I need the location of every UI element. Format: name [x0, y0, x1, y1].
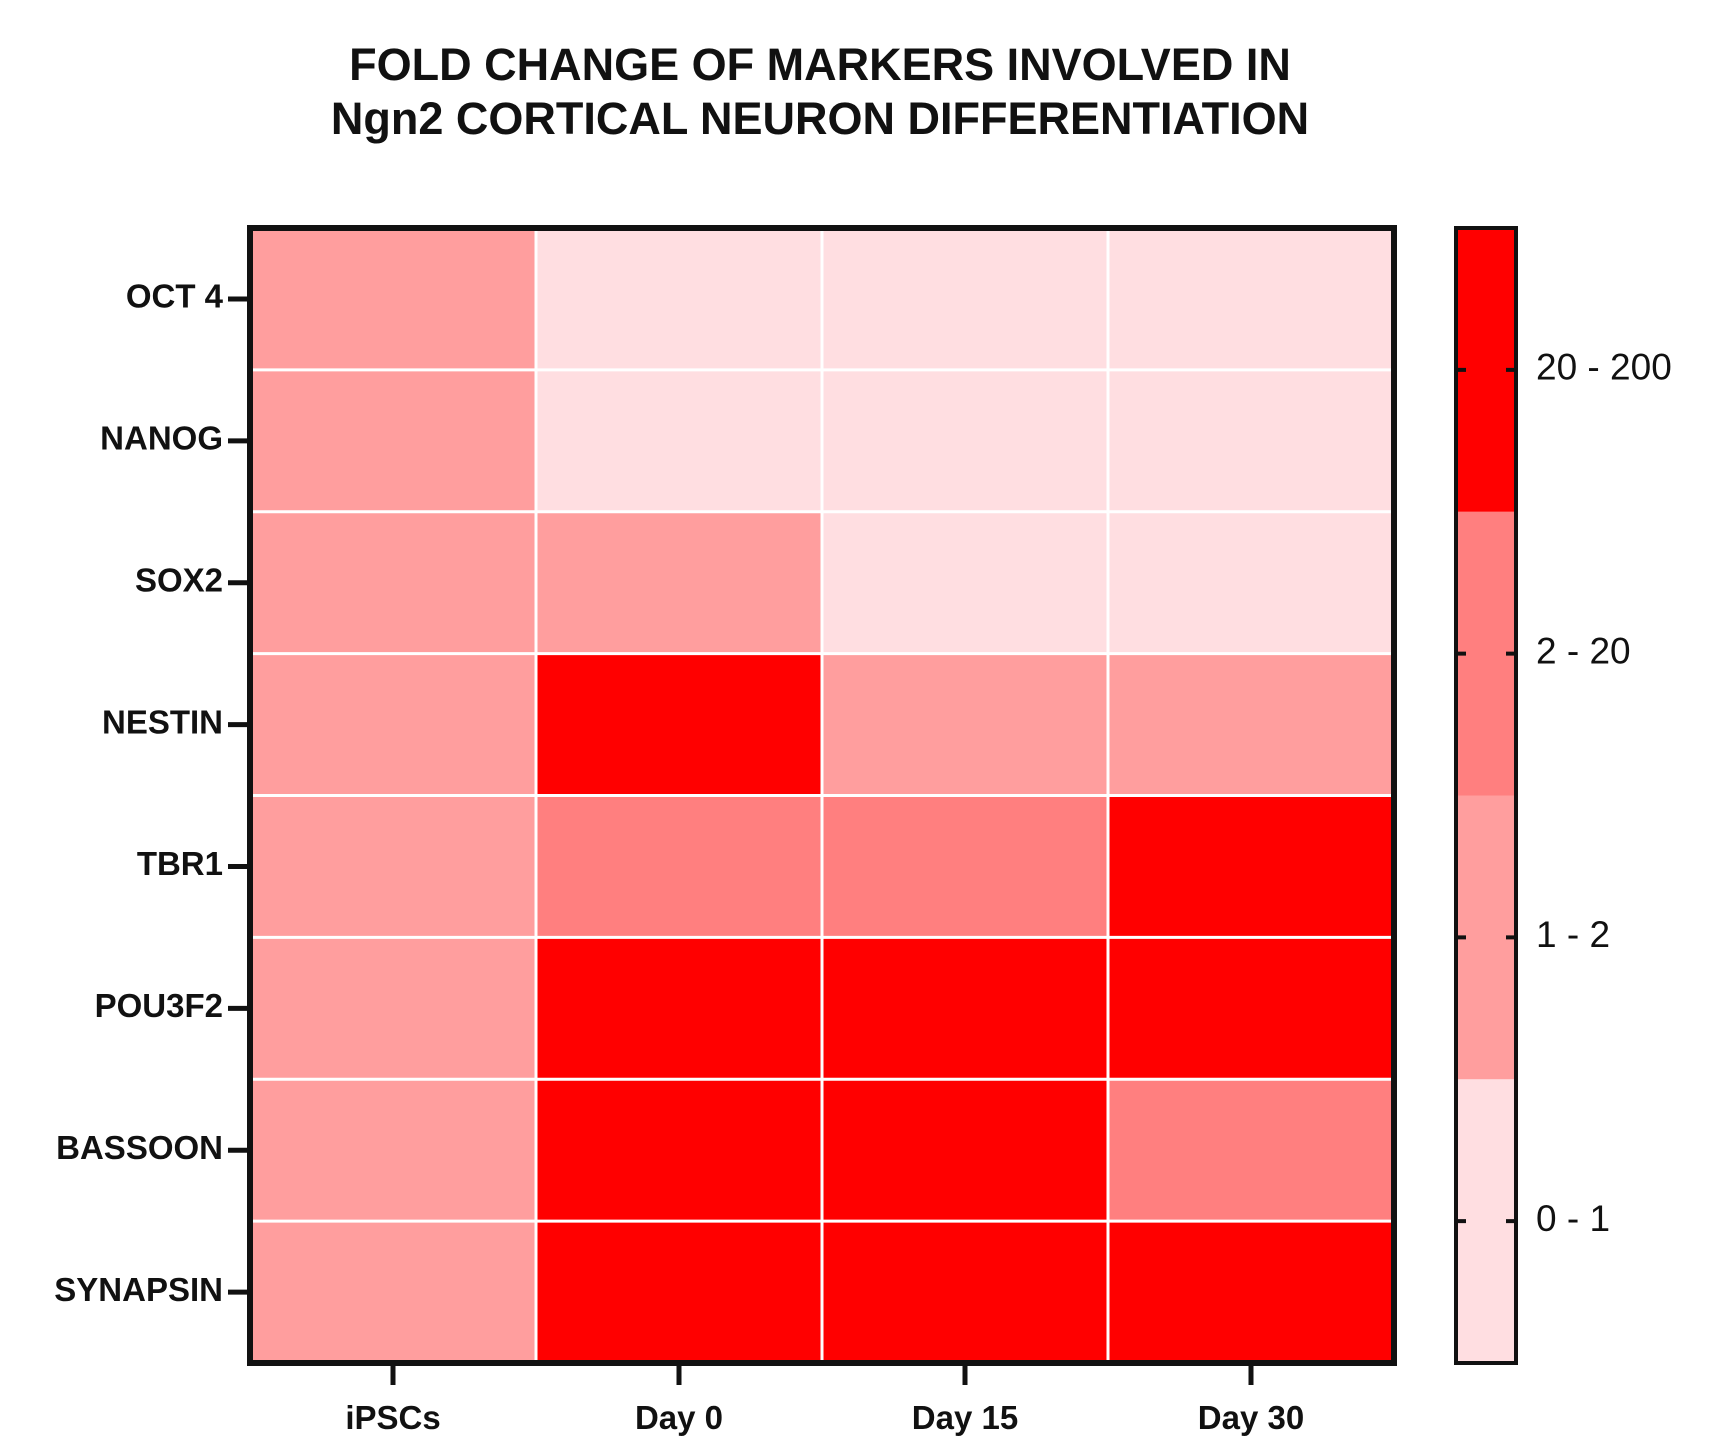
legend-frame [1454, 226, 1518, 1365]
heatmap-cell-tbr1-day-0 [536, 795, 822, 938]
x-tick-label-day-15: Day 15 [912, 1399, 1018, 1436]
heatmap-cell-synapsin-day-30 [1108, 1221, 1394, 1363]
heatmap-cell-sox2-ipscs [250, 511, 536, 654]
plot-frame [247, 225, 1397, 1366]
heatmap-cell-nestin-day-15 [822, 653, 1108, 796]
y-tick-label-oct-4: OCT 4 [126, 278, 224, 315]
heatmap-cell-oct-4-day-0 [536, 228, 822, 370]
heatmap-cells [250, 228, 1394, 1363]
heatmap-cell-nanog-day-30 [1108, 369, 1394, 512]
heatmap-cell-nestin-day-0 [536, 653, 822, 796]
color-legend: 0 - 1 1 - 2 2 - 20 20 - 200 [1454, 226, 1672, 1365]
y-tick-label-synapsin: SYNAPSIN [54, 1271, 223, 1308]
heatmap-cell-tbr1-ipscs [250, 795, 536, 938]
heatmap-cell-nanog-ipscs [250, 369, 536, 512]
heatmap-cell-pou3f2-day-15 [822, 937, 1108, 1080]
legend-label-2-20: 2 - 20 [1536, 630, 1631, 671]
y-tick-label-tbr1: TBR1 [137, 845, 223, 882]
heatmap-cell-nanog-day-15 [822, 369, 1108, 512]
heatmap-cell-bassoon-day-15 [822, 1079, 1108, 1222]
x-tick-label-day-0: Day 0 [635, 1399, 723, 1436]
heatmap-cell-bassoon-day-0 [536, 1079, 822, 1222]
heatmap-cell-nestin-ipscs [250, 653, 536, 796]
heatmap-cell-sox2-day-30 [1108, 511, 1394, 654]
heatmap-cell-tbr1-day-15 [822, 795, 1108, 938]
heatmap-cell-pou3f2-day-30 [1108, 937, 1394, 1080]
y-tick-label-nestin: NESTIN [102, 703, 223, 740]
heatmap-cell-synapsin-day-0 [536, 1221, 822, 1363]
heatmap-gridlines [250, 228, 1394, 1363]
legend-label-0-1: 0 - 1 [1536, 1198, 1610, 1239]
heatmap-cell-sox2-day-15 [822, 511, 1108, 654]
heatmap-cell-synapsin-ipscs [250, 1221, 536, 1363]
x-tick-label-day-30: Day 30 [1198, 1399, 1304, 1436]
y-axis: OCT 4 NANOG SOX2 NESTIN TBR1 POU3F2 BASSOON SYN… [54, 278, 250, 1308]
y-tick-label-nanog: NANOG [100, 420, 223, 457]
heatmap-cell-pou3f2-ipscs [250, 937, 536, 1080]
y-tick-label-bassoon: BASSOON [56, 1129, 223, 1166]
heatmap-cell-sox2-day-0 [536, 511, 822, 654]
x-axis: iPSCs Day 0 Day 15 Day 30 [345, 1363, 1304, 1436]
heatmap-cell-bassoon-ipscs [250, 1079, 536, 1222]
chart-title-line-2: Ngn2 CORTICAL NEURON DIFFERENTIATION [330, 93, 1310, 144]
y-tick-label-sox2: SOX2 [135, 561, 223, 598]
legend-label-20-200: 20 - 200 [1536, 347, 1672, 388]
heatmap-cell-nestin-day-30 [1108, 653, 1394, 796]
chart-title-line-1: FOLD CHANGE OF MARKERS INVOLVED IN [349, 39, 1291, 90]
x-tick-label-ipscs: iPSCs [345, 1399, 440, 1436]
heatmap-cell-synapsin-day-15 [822, 1221, 1108, 1363]
heatmap-cell-bassoon-day-30 [1108, 1079, 1394, 1222]
heatmap-cell-pou3f2-day-0 [536, 937, 822, 1080]
heatmap-cell-tbr1-day-30 [1108, 795, 1394, 938]
y-tick-label-pou3f2: POU3F2 [95, 987, 223, 1024]
heatmap-cell-oct-4-day-30 [1108, 228, 1394, 370]
heatmap-cell-nanog-day-0 [536, 369, 822, 512]
heatmap-cell-oct-4-day-15 [822, 228, 1108, 370]
heatmap-cell-oct-4-ipscs [250, 228, 536, 370]
chart-title: FOLD CHANGE OF MARKERS INVOLVED IN Ngn2 … [0, 38, 1640, 146]
legend-label-1-2: 1 - 2 [1536, 914, 1610, 955]
